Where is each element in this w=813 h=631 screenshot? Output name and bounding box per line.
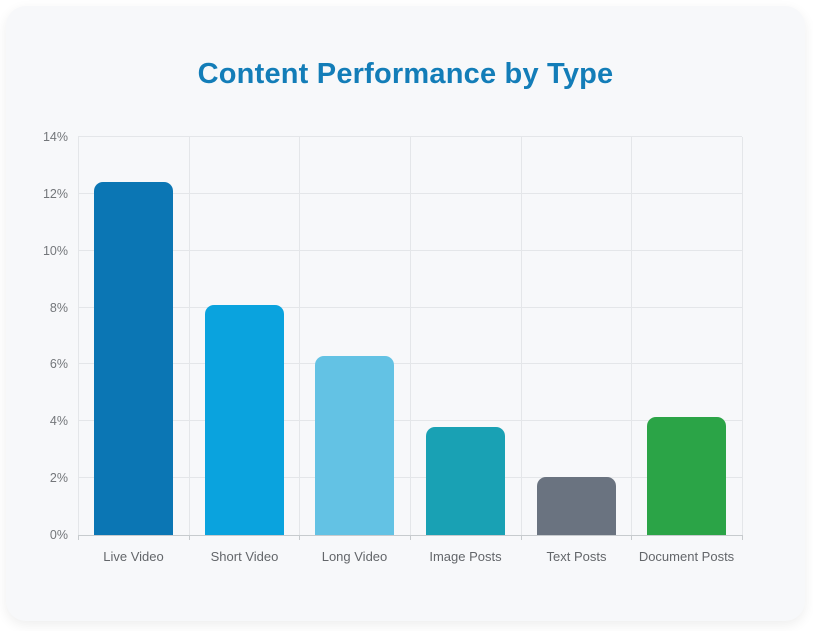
chart-title: Content Performance by Type <box>197 58 614 90</box>
bar-chart: 0% 2% 4% 6% 8% 10% 12% 14% Live Video Short Video… <box>43 130 743 564</box>
bar-short-video <box>205 305 284 535</box>
vertical-gridline <box>410 137 411 535</box>
x-axis-tick <box>742 535 743 540</box>
chart-card: Content Performance by Type 0% 2% 4% 6% 8% 10… <box>6 6 805 621</box>
x-axis-label-text-posts: Text Posts <box>546 549 607 564</box>
x-axis-label-short-video: Short Video <box>210 549 279 564</box>
y-axis-tick-label: 4% <box>49 414 68 429</box>
bar-document-posts <box>647 417 726 535</box>
bar-live-video <box>94 182 173 535</box>
x-axis-tick <box>78 535 79 540</box>
x-axis-label-long-video: Long Video <box>321 549 388 564</box>
bar-image-posts <box>426 427 505 535</box>
y-axis-tick-label: 0% <box>49 528 68 542</box>
x-axis-label-live-video: Live Video <box>103 549 164 564</box>
x-axis-label-image-posts: Image Posts <box>429 549 502 564</box>
vertical-gridline <box>742 137 743 535</box>
vertical-gridline <box>78 137 79 535</box>
y-axis-tick-label: 6% <box>49 357 68 372</box>
x-axis-tick <box>521 535 522 540</box>
vertical-gridline <box>189 137 190 535</box>
vertical-gridline <box>299 137 300 535</box>
x-axis-tick <box>410 535 411 540</box>
y-axis-tick-label: 12% <box>42 186 68 201</box>
y-axis-tick-label: 10% <box>42 243 68 258</box>
y-axis-tick-label: 2% <box>49 471 68 486</box>
x-axis-tick <box>189 535 190 540</box>
x-axis-tick <box>299 535 300 540</box>
y-axis-tick-label: 8% <box>49 300 68 315</box>
gridline-14% <box>78 136 742 137</box>
x-axis-tick <box>631 535 632 540</box>
vertical-gridline <box>521 137 522 535</box>
bar-text-posts <box>537 477 616 535</box>
bar-long-video <box>315 356 394 535</box>
y-axis-tick-label: 14% <box>42 130 68 144</box>
vertical-gridline <box>631 137 632 535</box>
x-axis-label-document-posts: Document Posts <box>638 549 735 564</box>
